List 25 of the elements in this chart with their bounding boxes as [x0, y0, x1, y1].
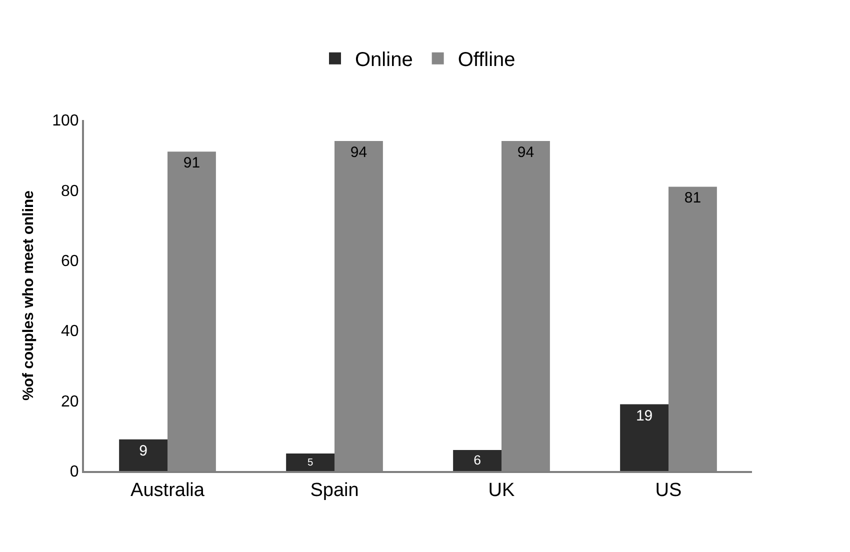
y-tick-label: 20: [61, 393, 79, 410]
data-label: 6: [474, 452, 481, 468]
y-tick-label: 80: [61, 182, 79, 200]
x-tick-label: US: [655, 480, 682, 501]
x-tick-label: Australia: [130, 480, 205, 501]
bar: [119, 439, 168, 471]
x-tick-label: UK: [488, 480, 516, 501]
x-tick-label: Spain: [310, 480, 359, 501]
data-label: 5: [307, 457, 314, 468]
data-label: 94: [350, 144, 368, 162]
y-tick-label: 0: [70, 464, 79, 481]
bar: [620, 404, 668, 471]
bar: [453, 450, 502, 471]
data-label: 19: [636, 407, 653, 424]
data-label: 81: [684, 190, 702, 207]
data-label: 9: [139, 442, 148, 460]
y-tick-label: 60: [61, 253, 79, 270]
data-label: 91: [183, 154, 200, 172]
bar: [286, 453, 334, 471]
data-label: 94: [517, 144, 534, 162]
legend-label: Online: [355, 49, 413, 72]
y-tick-label: 40: [61, 323, 79, 340]
legend-label: Offline: [458, 49, 516, 72]
y-axis-title: %of couples who meet online: [20, 190, 37, 401]
y-tick-label: 100: [52, 112, 79, 130]
